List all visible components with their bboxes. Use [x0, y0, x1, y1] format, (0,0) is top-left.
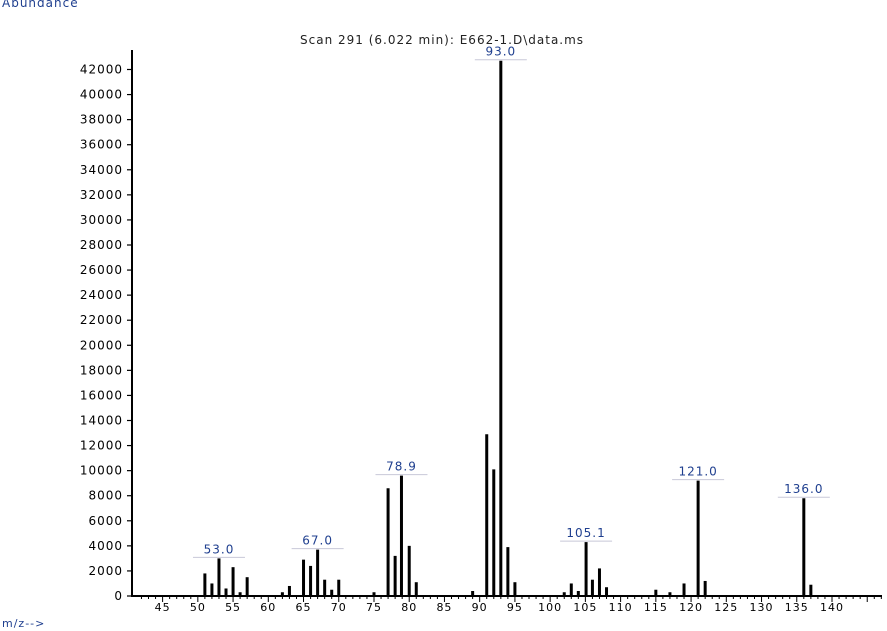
y-tick-label: 34000	[80, 163, 123, 177]
y-tick-label: 28000	[80, 238, 123, 252]
x-tick-label: 105	[573, 601, 597, 614]
x-tick-label: 60	[260, 601, 276, 614]
x-tick-label: 140	[820, 601, 844, 614]
x-tick-label: 135	[785, 601, 809, 614]
y-tick-label: 42000	[80, 63, 123, 77]
peak-label: 67.0	[302, 534, 333, 548]
x-tick-label: 80	[401, 601, 417, 614]
x-tick-label: 95	[507, 601, 523, 614]
peak-label: 93.0	[485, 45, 516, 59]
peak-label: 136.0	[784, 482, 823, 496]
y-tick-label: 22000	[80, 313, 123, 327]
y-tick-label: 26000	[80, 263, 123, 277]
chart-title: Scan 291 (6.022 min): E662-1.D\data.ms	[300, 33, 585, 47]
x-tick-label: 120	[679, 601, 703, 614]
y-tick-label: 6000	[88, 514, 123, 528]
y-tick-label: 36000	[80, 138, 123, 152]
x-tick-label: 70	[331, 601, 347, 614]
peak-label: 121.0	[678, 465, 717, 479]
x-tick-label: 115	[644, 601, 668, 614]
y-tick-label: 16000	[80, 388, 123, 402]
y-tick-label: 4000	[88, 539, 123, 553]
peak-label: 78.9	[386, 460, 417, 474]
x-tick-label: 125	[714, 601, 738, 614]
y-axis-label: Abundance	[2, 0, 79, 10]
x-tick-label: 110	[609, 601, 633, 614]
x-axis-label: m/z-->	[2, 617, 46, 630]
x-tick-label: 100	[538, 601, 562, 614]
x-tick-label: 55	[225, 601, 241, 614]
y-tick-label: 0	[114, 589, 123, 603]
y-tick-label: 20000	[80, 338, 123, 352]
x-tick-label: 75	[366, 601, 382, 614]
y-tick-label: 40000	[80, 88, 123, 102]
x-tick-label: 65	[296, 601, 312, 614]
y-tick-label: 24000	[80, 288, 123, 302]
y-tick-label: 38000	[80, 113, 123, 127]
y-tick-label: 14000	[80, 414, 123, 428]
peak-label: 105.1	[566, 526, 605, 540]
x-tick-label: 85	[436, 601, 452, 614]
x-tick-label: 130	[750, 601, 774, 614]
y-tick-label: 8000	[88, 489, 123, 503]
y-tick-label: 12000	[80, 439, 123, 453]
x-tick-label: 90	[472, 601, 488, 614]
x-tick-label: 50	[190, 601, 206, 614]
y-tick-label: 2000	[88, 564, 123, 578]
x-tick-label: 45	[155, 601, 171, 614]
peak-label: 53.0	[204, 542, 235, 556]
y-tick-label: 18000	[80, 363, 123, 377]
y-tick-label: 10000	[80, 464, 123, 478]
y-tick-label: 32000	[80, 188, 123, 202]
y-tick-label: 30000	[80, 213, 123, 227]
